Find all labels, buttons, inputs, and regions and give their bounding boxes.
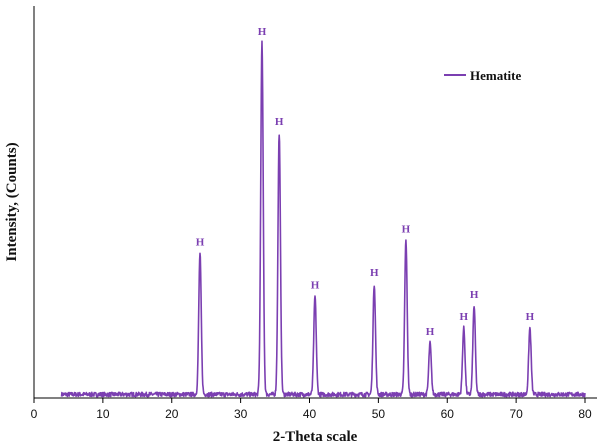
x-tick-label: 80 bbox=[578, 407, 592, 421]
peak-label: H bbox=[426, 326, 435, 338]
x-tick-label: 0 bbox=[31, 407, 38, 421]
peak-label: H bbox=[311, 279, 320, 291]
x-tick-label: 70 bbox=[509, 407, 523, 421]
x-ticks: 0 10 20 30 40 50 60 70 80 bbox=[31, 398, 592, 421]
x-axis-title: 2-Theta scale bbox=[273, 429, 358, 445]
series-line-hematite bbox=[60, 40, 586, 398]
x-tick-label: 40 bbox=[303, 407, 317, 421]
x-tick-label: 30 bbox=[234, 407, 248, 421]
peak-label: H bbox=[258, 26, 267, 38]
peak-label: H bbox=[459, 311, 468, 323]
legend-label: Hematite bbox=[470, 68, 521, 83]
x-tick-label: 20 bbox=[165, 407, 179, 421]
peak-label: H bbox=[470, 289, 479, 301]
y-axis-title: Intensity, (Counts) bbox=[4, 142, 20, 261]
peak-label: H bbox=[196, 237, 205, 249]
x-tick-label: 60 bbox=[441, 407, 455, 421]
peak-label: H bbox=[275, 116, 284, 128]
x-tick-label: 10 bbox=[96, 407, 110, 421]
legend: Hematite bbox=[444, 68, 521, 83]
peak-label: H bbox=[402, 223, 411, 235]
x-tick-label: 50 bbox=[372, 407, 386, 421]
peak-label: H bbox=[370, 267, 379, 279]
peak-label: H bbox=[526, 311, 535, 323]
